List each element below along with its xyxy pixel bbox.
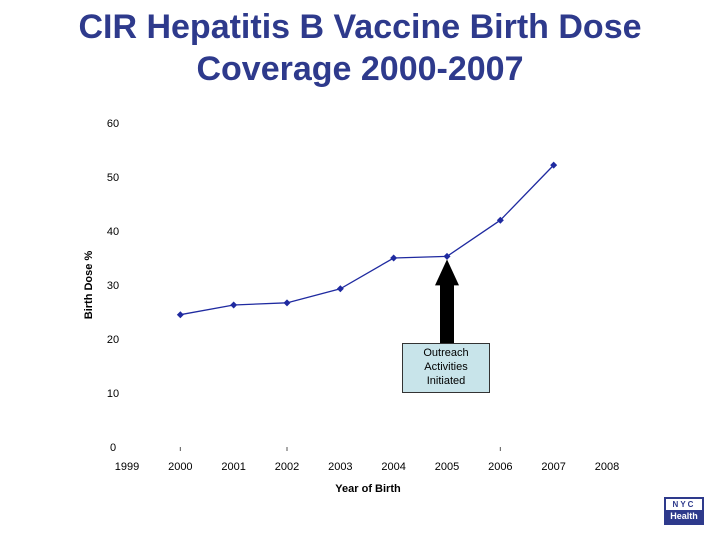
x-tick-label-1999: 1999 bbox=[115, 461, 139, 473]
y-axis-label: Birth Dose % bbox=[83, 251, 95, 320]
nyc-health-logo: NYC Health bbox=[664, 497, 704, 525]
data-point-2000 bbox=[176, 311, 184, 319]
data-point-2006 bbox=[496, 216, 504, 224]
callout-line-3: Initiated bbox=[426, 375, 466, 387]
title-line-2: Coverage 2000-2007 bbox=[196, 50, 524, 88]
callout-line-1: Outreach bbox=[423, 347, 469, 359]
data-point-2003 bbox=[336, 285, 344, 293]
series-group bbox=[176, 161, 558, 319]
title-line-1: CIR Hepatitis B Vaccine Birth Dose bbox=[78, 8, 642, 46]
x-tick-label-2007: 2007 bbox=[541, 461, 565, 473]
data-point-2004 bbox=[390, 254, 398, 262]
y-tick-label-40: 40 bbox=[107, 226, 119, 238]
x-tick-label-2005: 2005 bbox=[435, 461, 459, 473]
y-tick-label-30: 30 bbox=[107, 280, 119, 292]
outreach-arrow bbox=[435, 259, 459, 343]
series-line-0 bbox=[180, 164, 555, 316]
x-axis-ticks: 1999 2000 2001 2002 2003 2004 2005 2006 2007 2008 bbox=[115, 447, 619, 473]
logo-health-text: Health bbox=[666, 510, 702, 523]
outreach-callout: Outreach Activities Initiated bbox=[402, 343, 490, 393]
x-tick-label-2004: 2004 bbox=[381, 461, 405, 473]
y-tick-label-0: 0 bbox=[110, 442, 116, 454]
annotation-arrow-group bbox=[435, 259, 459, 343]
x-tick-label-2000: 2000 bbox=[168, 461, 192, 473]
x-axis-label: Year of Birth bbox=[335, 483, 401, 495]
x-tick-label-2001: 2001 bbox=[221, 461, 245, 473]
y-axis-ticks: 0 10 20 30 40 50 60 bbox=[107, 118, 119, 454]
logo-nyc-text: NYC bbox=[672, 500, 696, 509]
y-tick-label-60: 60 bbox=[107, 118, 119, 130]
y-tick-label-20: 20 bbox=[107, 334, 119, 346]
data-point-2002 bbox=[283, 299, 291, 307]
data-point-2005 bbox=[443, 252, 451, 260]
data-point-2001 bbox=[230, 301, 238, 309]
y-tick-label-10: 10 bbox=[107, 388, 119, 400]
x-tick-label-2006: 2006 bbox=[488, 461, 512, 473]
y-tick-label-50: 50 bbox=[107, 172, 119, 184]
x-tick-label-2008: 2008 bbox=[595, 461, 619, 473]
x-tick-label-2002: 2002 bbox=[275, 461, 299, 473]
x-tick-label-2003: 2003 bbox=[328, 461, 352, 473]
data-point-2007 bbox=[550, 161, 558, 169]
callout-line-2: Activities bbox=[424, 361, 468, 373]
chart-title: CIR Hepatitis B Vaccine Birth Dose Cover… bbox=[0, 6, 720, 90]
